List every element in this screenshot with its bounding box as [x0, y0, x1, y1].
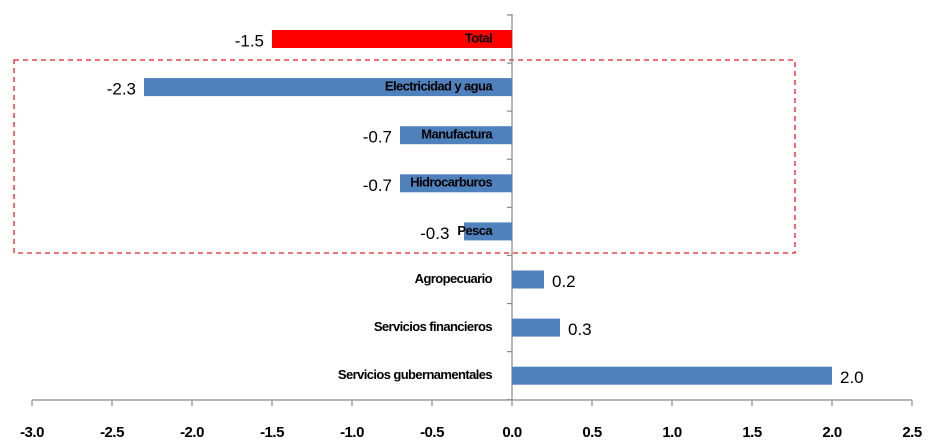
x-tick-label: 1.5: [742, 424, 762, 441]
x-tick-label: 2.0: [822, 424, 842, 441]
bar: [512, 270, 544, 289]
bar: [512, 318, 560, 337]
category-label: Manufactura: [421, 127, 493, 142]
x-tick-label: 2.5: [902, 424, 922, 441]
x-tick-label: -3.0: [20, 424, 44, 441]
x-tick-label: -2.0: [180, 424, 204, 441]
value-label: 0.2: [552, 272, 576, 291]
bar: [400, 174, 512, 193]
category-label: Hidrocarburos: [410, 175, 492, 190]
bar: [512, 366, 832, 385]
category-label: Total: [465, 30, 492, 45]
value-label: -2.3: [107, 80, 136, 99]
value-label: 0.3: [568, 320, 592, 339]
bar: [272, 30, 512, 48]
value-label: -1.5: [235, 31, 264, 50]
value-label: -0.7: [363, 176, 392, 195]
bar: [144, 78, 512, 97]
x-tick-label: -0.5: [420, 424, 444, 441]
category-label: Electricidad y agua: [385, 79, 493, 94]
x-tick-label: -1.0: [340, 424, 364, 441]
x-tick-label: -2.5: [100, 424, 124, 441]
x-tick-label: 1.0: [662, 424, 682, 441]
bar: [464, 222, 512, 241]
value-label: -0.7: [363, 128, 392, 147]
x-tick-label: 0.5: [582, 424, 602, 441]
value-label: -0.3: [420, 224, 449, 243]
x-tick-label: 0.0: [502, 424, 522, 441]
category-label: Servicios gubernamentales: [338, 367, 492, 382]
x-tick-label: -1.5: [260, 424, 284, 441]
bar: [400, 126, 512, 145]
category-label: Servicios financieros: [374, 319, 493, 334]
value-label: 2.0: [840, 368, 864, 387]
category-label: Agropecuario: [415, 271, 493, 286]
category-label: Pesca: [457, 223, 493, 238]
highlight-box: [13, 59, 796, 254]
